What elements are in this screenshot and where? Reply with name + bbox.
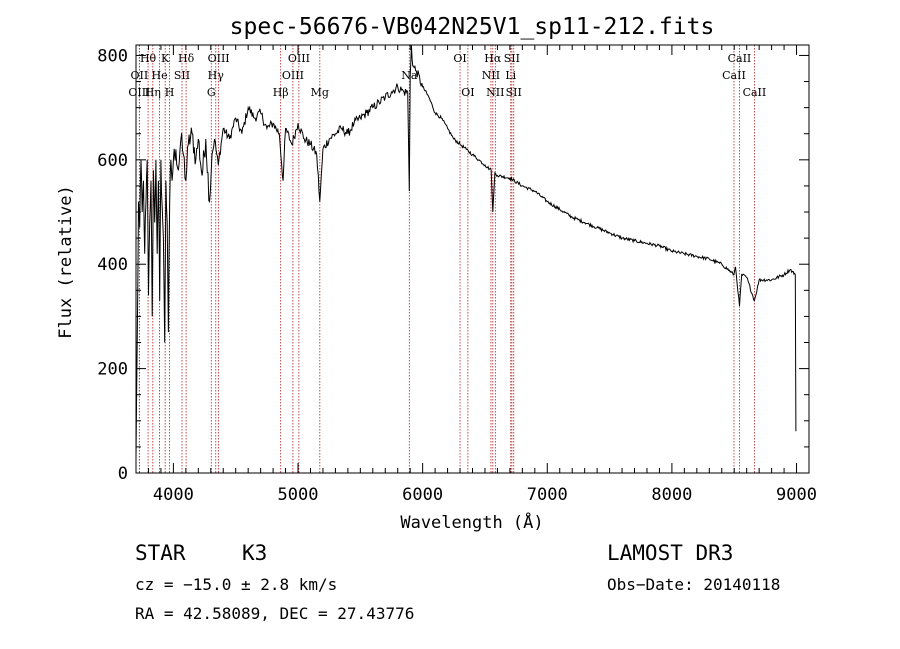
x-tick-label: 4000 (153, 485, 194, 505)
spectral-line-label: OIII (288, 52, 310, 65)
y-axis-ticks: 0 200 400 600 800 (97, 46, 809, 484)
spectral-line-label: Hη (145, 86, 161, 99)
x-axis-ticks: 4000 5000 6000 7000 8000 9000 (135, 45, 817, 505)
spectral-line-label: SII (504, 52, 520, 65)
spectral-line-label: OIII (128, 86, 150, 99)
spectral-line-label: SII (506, 86, 522, 99)
y-tick-label: 800 (97, 46, 128, 66)
spectral-line-label: CaII (722, 69, 746, 82)
spectral-line-label: H (165, 86, 175, 99)
spectral-line-label: He (152, 69, 168, 82)
spectral-line-label: NII (486, 86, 504, 99)
spectral-line-label: Hγ (208, 69, 225, 82)
y-tick-label: 600 (97, 151, 128, 171)
spectral-line-label: G (207, 86, 216, 99)
spectral-line-label: Hθ (140, 52, 157, 65)
object-subclass: K3 (242, 541, 267, 565)
y-tick-label: 400 (97, 255, 128, 275)
x-axis-label: Wavelength (Å) (400, 511, 543, 533)
y-tick-label: 0 (118, 464, 128, 484)
spectral-line-label: Mg (311, 86, 329, 99)
spectral-line-label: Hδ (178, 52, 195, 65)
spectral-line-label: Hβ (273, 86, 289, 99)
flux-series-line (135, 44, 797, 458)
spectral-line-label: SII (174, 69, 190, 82)
survey-name: LAMOST DR3 (607, 541, 733, 565)
x-tick-label: 7000 (527, 485, 568, 505)
observation-date: Obs−Date: 20140118 (607, 575, 780, 594)
redshift-velocity: cz = −15.0 ± 2.8 km/s (135, 575, 337, 594)
spectral-line-label: OI (453, 52, 466, 65)
spectral-line-label: Na (401, 69, 418, 82)
x-tick-label: 5000 (278, 485, 319, 505)
spectral-line-label: K (161, 52, 170, 65)
plot-frame (135, 44, 810, 474)
chart-title: spec-56676-VB042N25V1_sp11-212.fits (230, 14, 715, 40)
x-tick-label: 6000 (402, 485, 443, 505)
spectral-line-label: CaII (728, 52, 752, 65)
spectral-line-markers (138, 45, 755, 473)
spectral-line-label: OIII (282, 69, 304, 82)
spectral-line-label: Hα (484, 52, 502, 65)
spectral-line-label: NII (482, 69, 500, 82)
spectral-line-label: OI (461, 86, 474, 99)
y-axis-label: Flux (relative) (56, 185, 76, 339)
spectral-line-label: Li (505, 69, 516, 82)
spectral-line-label: OIII (208, 52, 230, 65)
x-tick-label: 9000 (776, 485, 817, 505)
spectral-line-label: OII (131, 69, 149, 82)
spectral-line-label: CaII (743, 86, 767, 99)
coordinates: RA = 42.58089, DEC = 27.43776 (135, 604, 414, 623)
spectral-line-labels: Hθ OII OIII K H Hδ He Hη SII OIII Hγ G OIII OIII Hβ Mg N… (128, 52, 766, 99)
x-tick-label: 8000 (651, 485, 692, 505)
object-class: STAR (135, 541, 186, 565)
y-tick-label: 200 (97, 360, 128, 380)
